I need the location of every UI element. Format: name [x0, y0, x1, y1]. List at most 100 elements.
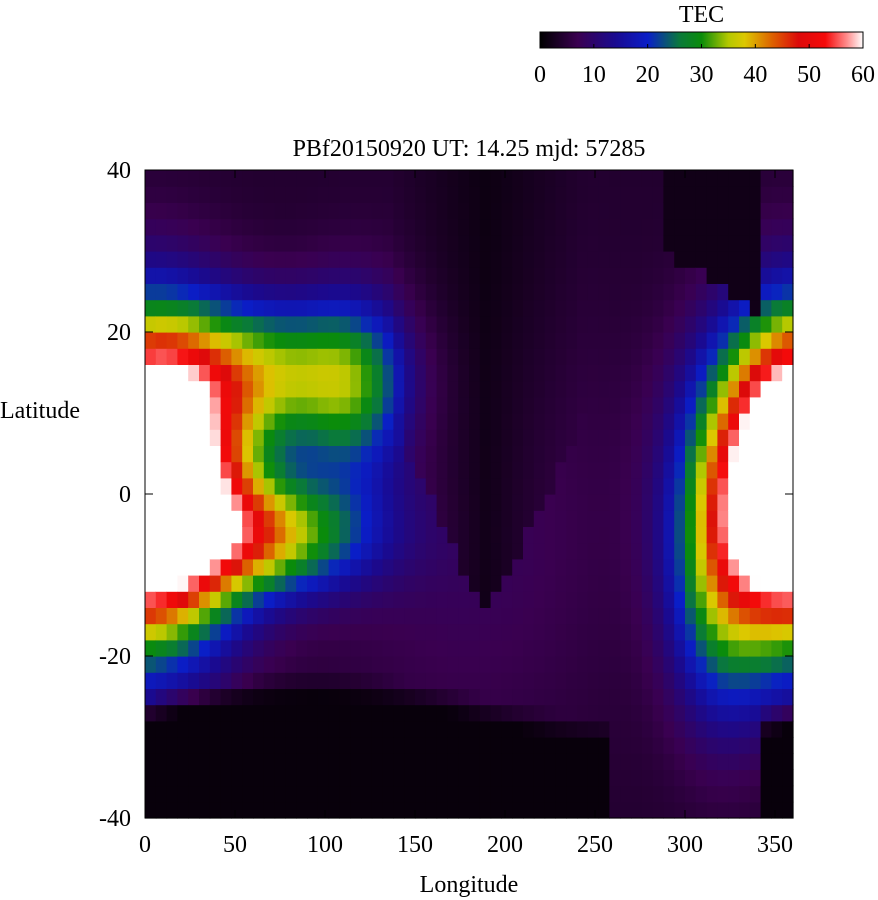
heatmap-cell: [209, 526, 222, 544]
heatmap-cell: [188, 639, 200, 657]
heatmap-cell: [361, 656, 373, 673]
heatmap-cell: [339, 720, 351, 738]
heatmap-cell: [328, 461, 340, 479]
heatmap-cell: [685, 186, 697, 203]
heatmap-cell: [620, 494, 632, 511]
heatmap-cell: [231, 672, 243, 689]
heatmap-cell: [760, 251, 772, 268]
heatmap-cell: [631, 656, 643, 673]
heatmap-cell: [479, 461, 492, 479]
heatmap-cell: [350, 785, 362, 803]
heatmap-cell: [242, 251, 254, 268]
heatmap-cell: [307, 461, 319, 479]
heatmap-cell: [728, 785, 740, 803]
heatmap-cell: [501, 785, 513, 803]
heatmap-cell: [577, 639, 589, 657]
heatmap-cell: [263, 639, 276, 657]
heatmap-cell: [544, 348, 556, 365]
heatmap-cell: [609, 785, 621, 803]
heatmap-cell: [188, 801, 200, 819]
heatmap-cell: [274, 186, 286, 203]
heatmap-cell: [371, 672, 384, 689]
heatmap-cell: [220, 380, 232, 398]
heatmap-cell: [447, 299, 459, 317]
heatmap-cell: [296, 251, 308, 268]
heatmap-cell: [663, 186, 675, 203]
heatmap-cell: [199, 704, 211, 722]
heatmap-cell: [695, 494, 708, 511]
heatmap-cell: [296, 445, 308, 463]
heatmap-cell: [404, 461, 416, 479]
heatmap-cell: [339, 785, 351, 803]
heatmap-cell: [361, 348, 373, 365]
heatmap-cell: [296, 332, 308, 349]
heatmap-cell: [717, 364, 729, 382]
heatmap-cell: [371, 558, 384, 576]
heatmap-cell: [544, 688, 556, 706]
heatmap-cell: [253, 720, 265, 738]
heatmap-cell: [220, 801, 232, 819]
heatmap-cell: [371, 218, 384, 236]
heatmap-cell: [749, 623, 762, 641]
heatmap-cell: [177, 575, 189, 592]
heatmap-cell: [317, 801, 330, 819]
heatmap-cell: [512, 202, 524, 220]
heatmap-cell: [760, 591, 772, 608]
heatmap-cell: [566, 170, 578, 187]
heatmap-cell: [587, 332, 600, 349]
heatmap-cell: [155, 364, 168, 382]
heatmap-cell: [177, 429, 189, 446]
heatmap-cell: [641, 445, 654, 463]
heatmap-cell: [674, 429, 686, 446]
heatmap-cell: [631, 315, 643, 333]
heatmap-cell: [263, 445, 276, 463]
heatmap-cell: [145, 737, 157, 754]
heatmap-cell: [555, 607, 567, 625]
heatmap-cell: [166, 769, 178, 787]
heatmap-cell: [523, 461, 535, 479]
heatmap-cell: [307, 591, 319, 608]
heatmap-cell: [339, 413, 351, 430]
heatmap-cell: [317, 380, 330, 398]
heatmap-cell: [145, 672, 157, 689]
heatmap-cell: [339, 170, 351, 187]
heatmap-cell: [404, 801, 416, 819]
heatmap-cell: [155, 202, 168, 220]
heatmap-cell: [274, 429, 286, 446]
heatmap-cell: [587, 315, 600, 333]
heatmap-cell: [587, 769, 600, 787]
heatmap-cell: [544, 591, 556, 608]
heatmap-cell: [479, 688, 492, 706]
heatmap-cell: [285, 299, 297, 317]
heatmap-cell: [285, 396, 297, 414]
heatmap-cell: [566, 753, 578, 770]
heatmap-cell: [155, 607, 168, 625]
heatmap-cell: [598, 639, 610, 657]
heatmap-cell: [469, 494, 481, 511]
heatmap-cell: [361, 445, 373, 463]
heatmap-cell: [177, 526, 189, 544]
heatmap-cell: [739, 607, 751, 625]
heatmap-cell: [598, 753, 610, 770]
heatmap-cell: [479, 591, 492, 608]
heatmap-cell: [501, 801, 513, 819]
heatmap-cell: [199, 510, 211, 527]
heatmap-cell: [739, 477, 751, 495]
heatmap-cell: [695, 672, 708, 689]
heatmap-cell: [155, 672, 168, 689]
heatmap-cell: [242, 477, 254, 495]
heatmap-cell: [145, 494, 157, 511]
heatmap-cell: [209, 251, 222, 268]
heatmap-cell: [155, 380, 168, 398]
heatmap-cell: [739, 380, 751, 398]
heatmap-cell: [749, 639, 762, 657]
heatmap-cell: [145, 364, 157, 382]
heatmap-cell: [166, 607, 178, 625]
heatmap-cell: [404, 639, 416, 657]
heatmap-cell: [501, 623, 513, 641]
heatmap-cell: [274, 202, 286, 220]
heatmap-cell: [296, 672, 308, 689]
heatmap-cell: [371, 283, 384, 301]
heatmap-cell: [328, 477, 340, 495]
heatmap-cell: [501, 234, 513, 252]
